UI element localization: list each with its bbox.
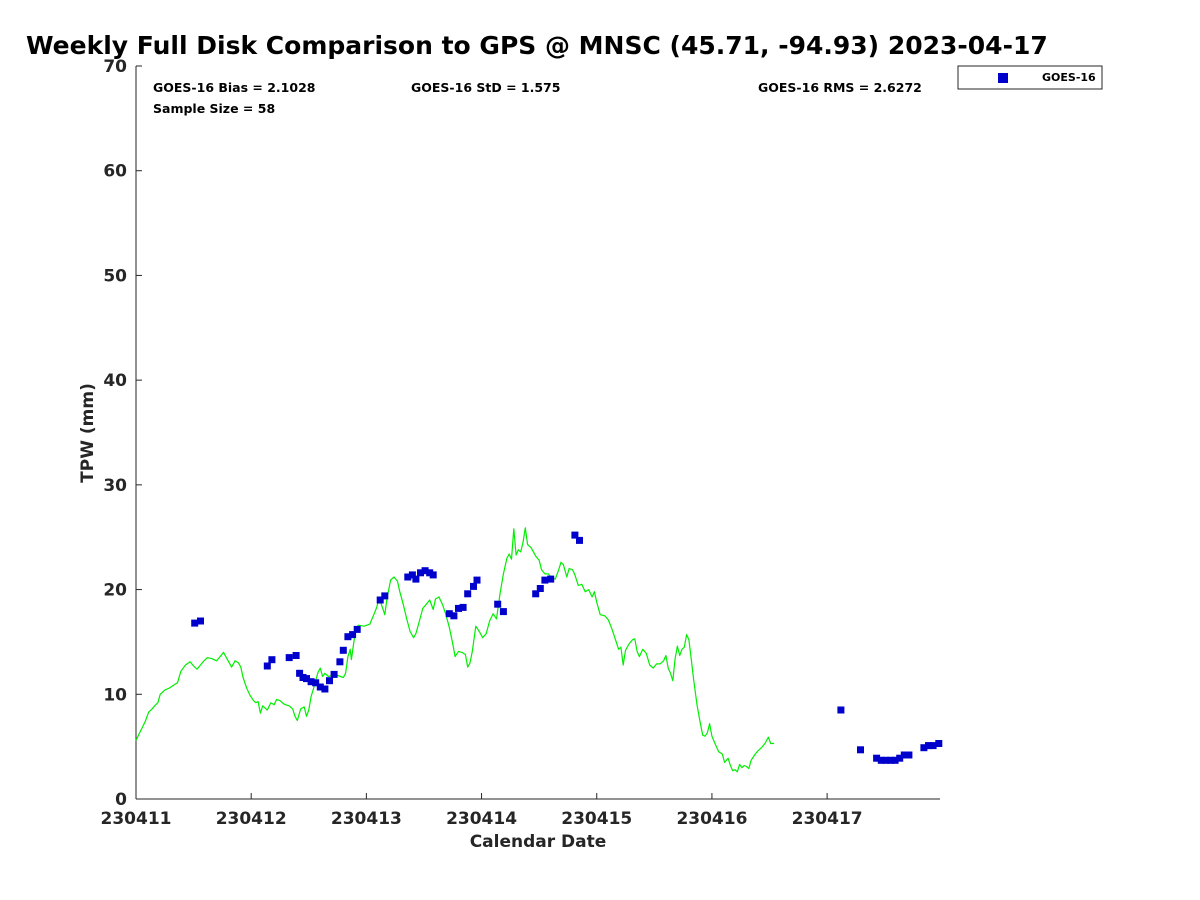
goes-point bbox=[499, 608, 507, 616]
gps-line bbox=[135, 527, 775, 773]
goes-point bbox=[455, 604, 462, 612]
y-tick-label: 60 bbox=[103, 162, 127, 182]
goes-point bbox=[929, 742, 937, 750]
goes-point bbox=[450, 612, 458, 620]
y-tick-label: 30 bbox=[103, 476, 127, 496]
goes-point bbox=[307, 678, 315, 686]
goes-point bbox=[330, 670, 338, 678]
goes-point bbox=[877, 756, 885, 764]
goes-point bbox=[336, 658, 344, 666]
goes-point bbox=[263, 662, 271, 670]
goes-point bbox=[381, 592, 389, 600]
goes-point bbox=[541, 576, 549, 584]
x-tick-label: 230414 bbox=[446, 809, 517, 829]
y-tick-label: 10 bbox=[103, 685, 127, 705]
goes-point bbox=[891, 756, 899, 764]
y-tick-label: 50 bbox=[103, 266, 127, 286]
goes-point bbox=[376, 596, 384, 604]
y-tick-label: 20 bbox=[103, 581, 127, 601]
goes-point bbox=[459, 603, 467, 611]
x-tick-label: 230415 bbox=[561, 809, 632, 829]
goes-point bbox=[857, 746, 864, 754]
goes-point bbox=[925, 742, 932, 750]
legend: GOES-16 bbox=[957, 65, 1103, 90]
goes-point bbox=[408, 571, 416, 579]
legend-box bbox=[957, 65, 1103, 90]
goes-point bbox=[935, 740, 943, 747]
std-stat: GOES-16 StD = 1.575 bbox=[411, 80, 560, 95]
goes-point bbox=[303, 675, 310, 683]
goes-point bbox=[417, 569, 424, 577]
goes-point bbox=[349, 631, 357, 639]
plot-area: 0 10 20 30 40 50 60 70 230411 230412 230413 230414… bbox=[101, 57, 943, 829]
rms-stat: GOES-16 RMS = 2.6272 bbox=[758, 80, 922, 95]
gps-series bbox=[135, 527, 775, 773]
goes-series bbox=[191, 531, 943, 764]
goes-point bbox=[900, 751, 908, 759]
bias-stat: GOES-16 Bias = 2.1028 bbox=[153, 80, 315, 95]
x-tick-label: 230417 bbox=[792, 809, 863, 829]
legend-marker bbox=[998, 73, 1008, 83]
x-tick-label: 230413 bbox=[331, 809, 402, 829]
goes-point bbox=[536, 585, 544, 592]
goes-point bbox=[191, 619, 199, 627]
goes-point bbox=[326, 677, 333, 685]
goes-point bbox=[312, 679, 320, 687]
y-tick-label: 70 bbox=[103, 57, 127, 77]
goes-point bbox=[339, 646, 347, 654]
legend-label: GOES-16 bbox=[1042, 71, 1096, 84]
goes-point bbox=[532, 590, 540, 598]
goes-point bbox=[197, 617, 204, 625]
goes-point bbox=[571, 531, 579, 539]
goes-point bbox=[321, 685, 329, 693]
goes-point bbox=[353, 625, 361, 633]
goes-point bbox=[547, 575, 555, 583]
goes-point bbox=[412, 575, 420, 583]
x-tick-label: 230412 bbox=[216, 809, 287, 829]
y-axis-ticks: 0 10 20 30 40 50 60 70 bbox=[103, 57, 142, 810]
goes-point bbox=[470, 582, 477, 590]
goes-point bbox=[882, 756, 890, 764]
x-axis-label: Calendar Date bbox=[470, 832, 607, 852]
goes-point bbox=[873, 754, 881, 762]
y-tick-label: 40 bbox=[103, 371, 127, 391]
y-tick-label: 0 bbox=[115, 790, 127, 810]
goes-point bbox=[268, 656, 276, 664]
goes-point bbox=[905, 751, 913, 759]
goes-point bbox=[920, 744, 928, 752]
x-axis-ticks: 230411 230412 230413 230414 230415 230416 2304… bbox=[101, 793, 863, 829]
goes-point bbox=[494, 600, 502, 608]
goes-point bbox=[296, 669, 304, 677]
goes-point bbox=[292, 652, 300, 659]
goes-point bbox=[344, 633, 352, 641]
goes-point bbox=[404, 573, 412, 581]
goes-point bbox=[887, 756, 894, 764]
goes-point bbox=[576, 536, 583, 544]
y-axis-label: TPW (mm) bbox=[78, 383, 98, 483]
goes-point bbox=[316, 683, 324, 691]
chart-title: Weekly Full Disk Comparison to GPS @ MNS… bbox=[26, 31, 1048, 60]
sample-size-stat: Sample Size = 58 bbox=[153, 101, 275, 116]
goes-point bbox=[473, 576, 481, 584]
goes-point bbox=[837, 706, 845, 714]
goes-point bbox=[421, 567, 429, 575]
goes-point bbox=[445, 610, 453, 618]
goes-point bbox=[464, 590, 472, 598]
goes-point bbox=[896, 754, 904, 762]
x-tick-label: 230411 bbox=[101, 809, 172, 829]
goes-point bbox=[429, 571, 437, 579]
x-tick-label: 230416 bbox=[676, 809, 747, 829]
goes-point bbox=[285, 654, 293, 662]
